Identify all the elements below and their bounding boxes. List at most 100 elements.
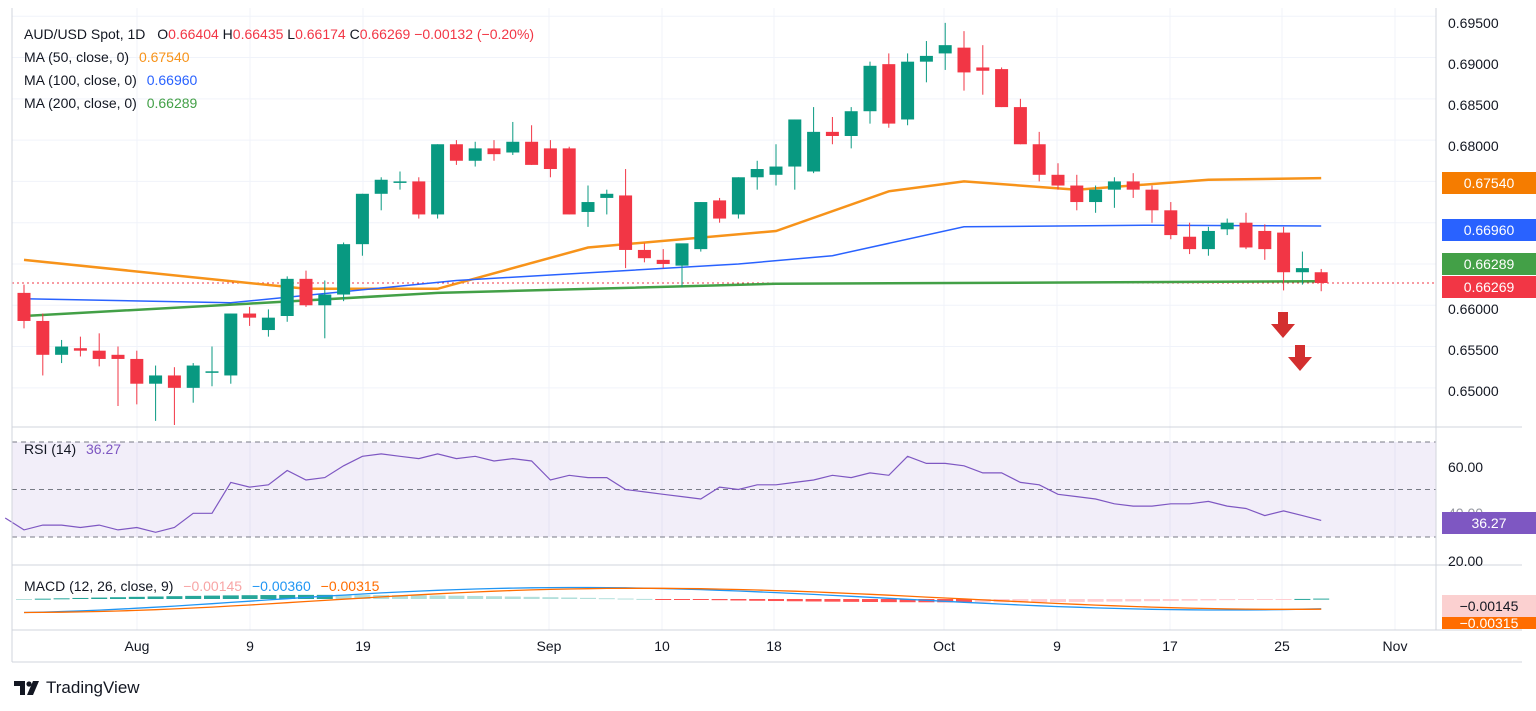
ma50-line — [23, 176, 1322, 291]
candle-body — [261, 317, 275, 331]
rsi-label: RSI (14) — [24, 441, 77, 457]
high-label: H — [222, 26, 233, 42]
high-value: 0.66435 — [232, 26, 284, 42]
time-axis-label: 17 — [1162, 638, 1178, 654]
candles — [17, 22, 1328, 425]
candle-body — [55, 346, 69, 355]
time-axis-label: Oct — [933, 638, 955, 654]
price-axis-label: 0.66000 — [1448, 301, 1499, 317]
candle-body — [111, 354, 125, 359]
candle-body — [1051, 174, 1065, 186]
candle-body — [1070, 185, 1084, 203]
macd-histogram-bar — [899, 599, 916, 603]
macd-histogram-bar — [1012, 599, 1029, 603]
ma200-line — [23, 280, 1322, 318]
candle-body — [901, 61, 915, 120]
low-value: 0.66174 — [295, 26, 346, 42]
candle-body — [412, 181, 426, 215]
candle-body — [36, 320, 50, 355]
macd-histogram-bar — [316, 594, 333, 599]
macd-histogram-bar — [185, 595, 202, 599]
macd-histogram-bar — [260, 595, 277, 599]
macd-histogram-bar — [880, 599, 897, 603]
ma200-legend[interactable]: MA (200, close, 0) 0.66289 — [24, 95, 197, 111]
macd-histogram-bar — [1050, 599, 1066, 603]
macd-histogram-bar — [1125, 599, 1142, 602]
candle-body — [600, 193, 614, 198]
candle-body — [374, 179, 388, 194]
candle-body — [957, 47, 971, 73]
ma50-legend[interactable]: MA (50, close, 0) 0.67540 — [24, 49, 190, 65]
macd-signal-value: −0.00315 — [320, 578, 380, 594]
down-arrow-icon — [1288, 345, 1312, 371]
macd-histogram-bar — [1181, 599, 1198, 601]
candle-body — [17, 292, 31, 321]
macd-histogram-bar — [392, 595, 408, 599]
ma100-path — [23, 224, 1322, 304]
candle-body — [562, 148, 576, 215]
price-axis-label: 0.65500 — [1448, 342, 1499, 358]
ma50-price-tag: 0.67540 — [1442, 172, 1536, 194]
rsi-legend[interactable]: RSI (14) 36.27 — [24, 441, 121, 457]
macd-histogram-bar — [542, 597, 559, 599]
macd-histogram-bar — [486, 596, 502, 599]
candle-body — [619, 195, 633, 250]
candle-body — [995, 69, 1009, 108]
candle-body — [938, 45, 952, 54]
tradingview-icon — [14, 681, 39, 695]
macd-label: MACD (12, 26, close, 9) — [24, 578, 174, 594]
macd-histogram-bar — [1238, 599, 1254, 600]
macd-histogram-bar — [523, 596, 540, 599]
macd-hist-tag: −0.00145 — [1442, 595, 1536, 617]
macd-histogram-bar — [786, 599, 803, 602]
candle-body — [149, 375, 163, 384]
candle-body — [92, 350, 106, 359]
macd-histogram-bar — [166, 596, 183, 599]
price-axis-label: 0.65000 — [1448, 383, 1499, 399]
macd-histogram-bar — [147, 596, 164, 599]
time-axis-label: Nov — [1382, 638, 1408, 654]
macd-histogram-bar — [53, 598, 70, 600]
candle-body — [543, 148, 557, 170]
macd-signal-tag: −0.00315 — [1442, 617, 1536, 629]
macd-histogram-bar — [1256, 599, 1273, 600]
macd-histogram-bar — [1294, 598, 1311, 600]
macd-histogram-bar — [448, 595, 465, 599]
candle-body — [1032, 144, 1046, 175]
candle-body — [431, 144, 445, 215]
price-axis-label: 0.69500 — [1448, 15, 1499, 31]
macd-histogram-bar — [222, 595, 239, 599]
down-arrow-icon — [1271, 312, 1295, 338]
candle-body — [637, 249, 651, 259]
candle-body — [337, 244, 351, 295]
tradingview-logo[interactable]: TradingView — [14, 678, 140, 698]
macd-histogram-bar — [692, 599, 709, 600]
ma100-legend[interactable]: MA (100, close, 0) 0.66960 — [24, 72, 197, 88]
rsi-value: 36.27 — [86, 441, 122, 457]
price-axis-label: 0.68000 — [1448, 138, 1499, 154]
candle-body — [186, 365, 200, 388]
price-axis-label: 0.69000 — [1448, 56, 1499, 72]
candle-body — [976, 67, 990, 71]
candle-body — [487, 148, 501, 155]
macd-signal-line — [23, 587, 1322, 614]
macd-hist-value: −0.00145 — [183, 578, 243, 594]
separators — [11, 8, 1522, 663]
macd-histogram-bar — [956, 599, 972, 603]
macd-histogram-bar — [561, 597, 578, 599]
rsi-line — [4, 453, 1322, 533]
time-axis-label: 10 — [654, 638, 670, 654]
time-axis-label: 9 — [246, 638, 254, 654]
candle-body — [825, 131, 839, 136]
macd-histogram-bar — [1219, 599, 1236, 601]
candle-body — [1314, 272, 1328, 283]
candle-body — [1183, 236, 1197, 250]
macd-legend[interactable]: MACD (12, 26, close, 9) −0.00145 −0.0036… — [24, 578, 379, 594]
candle-body — [581, 202, 595, 212]
macd-histogram-bar — [16, 599, 32, 600]
candle-body — [656, 259, 670, 264]
time-axis-label: 19 — [355, 638, 371, 654]
ma200-label: MA (200, close, 0) — [24, 95, 137, 111]
open-value: 0.66404 — [168, 26, 219, 42]
